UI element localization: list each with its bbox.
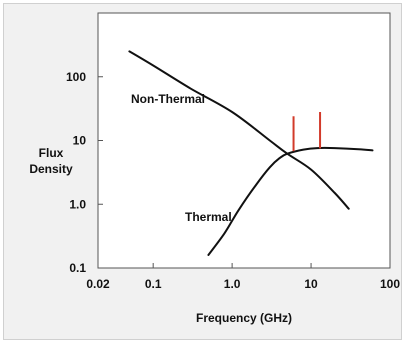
series-label-non-thermal: Non-Thermal (131, 92, 205, 106)
x-tick-label: 0.02 (86, 277, 110, 291)
y-tick-label: 1.0 (69, 197, 86, 211)
plot-area (97, 12, 391, 269)
y-axis-title-line1: Flux (39, 146, 64, 160)
x-tick-label: 0.1 (145, 277, 162, 291)
y-tick-label: 100 (66, 70, 86, 84)
series-line-thermal (207, 146, 374, 256)
x-axis: 0.02 0.1 1.0 10 100 (86, 263, 400, 291)
x-tick-label: 100 (380, 277, 400, 291)
x-tick-label: 10 (304, 277, 318, 291)
y-tick-label: 10 (73, 134, 87, 148)
series-label-thermal: Thermal (185, 210, 232, 224)
x-tick-label: 1.0 (224, 277, 241, 291)
y-tick-label: 0.1 (69, 261, 86, 275)
y-axis-title-line2: Density (29, 162, 73, 176)
y-axis: 0.1 1.0 10 100 (66, 70, 103, 275)
marker-layer (292, 111, 322, 152)
series-line-non-thermal (128, 50, 350, 210)
series-layer (128, 50, 374, 256)
x-axis-title: Frequency (GHz) (196, 311, 292, 325)
